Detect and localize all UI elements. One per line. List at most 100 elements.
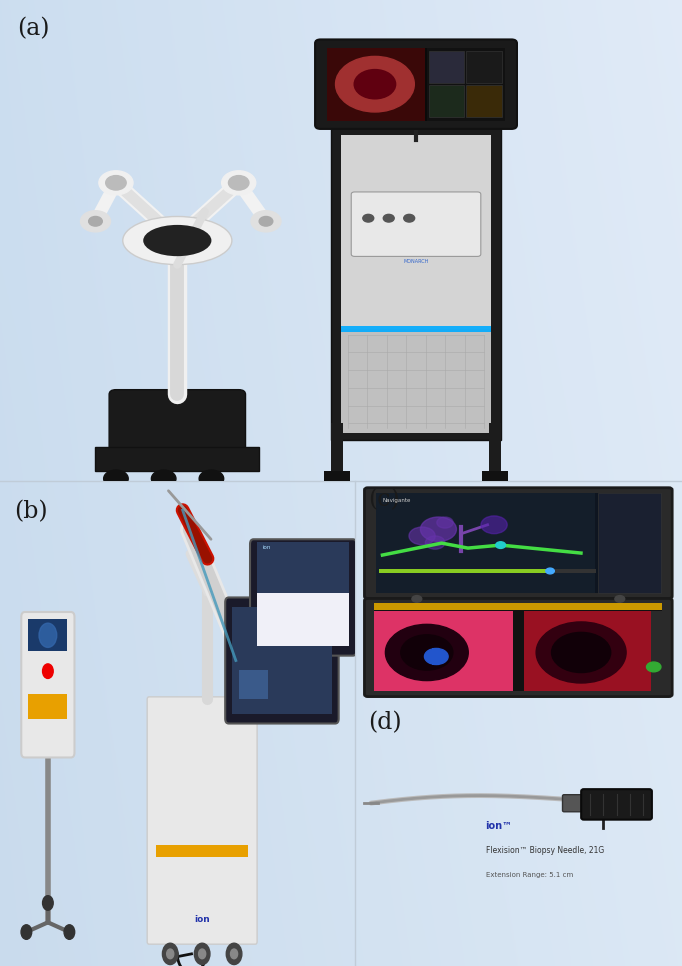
Bar (331, 423, 343, 481)
Bar (428, 50, 464, 83)
Bar (233, 608, 331, 714)
FancyBboxPatch shape (21, 612, 74, 757)
Bar (379, 569, 550, 573)
Bar (482, 471, 508, 481)
Bar (374, 603, 662, 691)
Bar (550, 569, 595, 573)
Circle shape (231, 949, 237, 958)
Text: Extension Range: 5.1 cm: Extension Range: 5.1 cm (486, 871, 573, 878)
Circle shape (104, 470, 128, 487)
Circle shape (80, 211, 110, 232)
Bar (427, 47, 505, 121)
Circle shape (99, 171, 133, 195)
Circle shape (481, 516, 507, 533)
Circle shape (222, 171, 256, 195)
Bar (257, 592, 349, 646)
Bar (389, 122, 443, 128)
Bar (374, 603, 662, 610)
Bar (374, 611, 513, 691)
Circle shape (354, 70, 396, 99)
Circle shape (496, 542, 505, 549)
Circle shape (404, 214, 415, 222)
Text: Flexision™ Biopsy Needle, 21G: Flexision™ Biopsy Needle, 21G (486, 846, 604, 855)
Bar (257, 543, 349, 592)
FancyBboxPatch shape (147, 696, 257, 944)
FancyBboxPatch shape (563, 795, 585, 811)
Bar (466, 50, 502, 83)
Bar (466, 85, 502, 117)
Bar (428, 85, 464, 117)
FancyBboxPatch shape (581, 789, 652, 819)
Circle shape (424, 648, 448, 665)
Bar (598, 494, 661, 593)
Circle shape (42, 664, 53, 678)
Circle shape (39, 623, 57, 647)
Text: (b): (b) (14, 500, 48, 524)
Circle shape (228, 176, 249, 190)
Circle shape (426, 536, 445, 550)
FancyBboxPatch shape (364, 488, 672, 599)
Text: (a): (a) (17, 16, 50, 40)
Circle shape (552, 633, 610, 672)
FancyBboxPatch shape (331, 128, 501, 440)
Circle shape (336, 56, 415, 112)
Bar (341, 134, 491, 328)
FancyBboxPatch shape (250, 539, 357, 656)
Circle shape (194, 943, 210, 964)
FancyBboxPatch shape (315, 40, 517, 128)
Circle shape (647, 662, 661, 671)
Ellipse shape (143, 225, 211, 256)
Bar (29, 619, 68, 651)
Circle shape (21, 924, 31, 939)
Circle shape (162, 943, 178, 964)
Bar (432, 647, 439, 666)
Text: MONARCH: MONARCH (403, 259, 429, 264)
Circle shape (383, 214, 394, 222)
Ellipse shape (123, 216, 232, 265)
Circle shape (64, 924, 75, 939)
Bar (239, 670, 268, 699)
Circle shape (42, 895, 53, 910)
Bar (29, 695, 68, 719)
Circle shape (615, 596, 625, 602)
Circle shape (226, 943, 242, 964)
Bar (341, 328, 491, 433)
Circle shape (536, 622, 626, 683)
FancyBboxPatch shape (225, 597, 339, 724)
Bar (489, 423, 501, 481)
Bar (376, 494, 595, 593)
Text: Navigante: Navigante (383, 497, 411, 502)
Circle shape (409, 527, 435, 545)
Circle shape (199, 470, 224, 487)
Text: ion™: ion™ (486, 821, 512, 832)
Text: (c): (c) (368, 488, 400, 511)
Text: (d): (d) (368, 711, 402, 734)
Circle shape (259, 216, 273, 226)
Text: ion: ion (194, 916, 210, 924)
Text: ion: ion (263, 545, 271, 550)
Circle shape (151, 470, 176, 487)
Bar (324, 471, 350, 481)
Circle shape (89, 216, 102, 226)
Circle shape (363, 214, 374, 222)
Bar (156, 844, 248, 857)
Circle shape (546, 568, 554, 574)
FancyBboxPatch shape (109, 389, 246, 457)
FancyBboxPatch shape (351, 192, 481, 256)
Circle shape (436, 517, 453, 528)
Bar (524, 611, 651, 691)
Bar (327, 47, 505, 121)
Circle shape (385, 624, 469, 681)
Bar (651, 611, 662, 691)
Circle shape (401, 635, 453, 670)
Circle shape (251, 211, 281, 232)
Circle shape (106, 176, 126, 190)
Circle shape (198, 949, 206, 958)
Bar (327, 47, 425, 121)
Circle shape (412, 596, 421, 602)
FancyBboxPatch shape (364, 599, 672, 696)
Bar (95, 447, 259, 471)
Circle shape (420, 517, 456, 542)
Bar (341, 326, 491, 331)
Bar (376, 494, 661, 593)
